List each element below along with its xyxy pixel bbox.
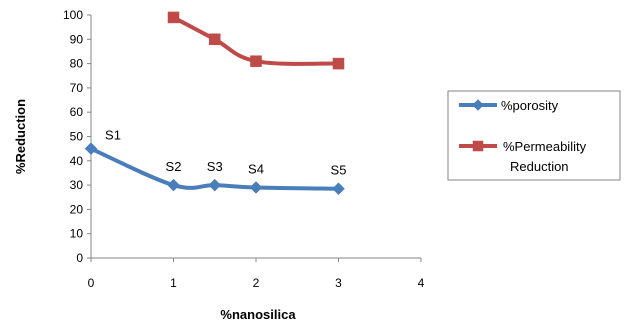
y-tick-label: 30 (70, 178, 84, 192)
tick-labels: 0 10 20 30 40 50 60 70 80 90 100 0 1 2 3 4 (63, 8, 425, 290)
y-tick-label: 70 (70, 81, 84, 95)
x-tick-label: 2 (253, 276, 260, 290)
y-tick-label: 0 (76, 251, 83, 265)
y-tick-label: 60 (70, 105, 84, 119)
axes (90, 15, 421, 259)
series-lines (84, 11, 345, 196)
x-tick-label: 4 (418, 276, 425, 290)
y-tick-label: 10 (70, 227, 84, 241)
y-tick-label: 20 (70, 202, 84, 216)
y-tick-label: 40 (70, 154, 84, 168)
square-marker (167, 11, 180, 24)
legend-diamond-marker (472, 99, 484, 111)
y-axis-title: %Reduction (13, 99, 28, 174)
x-tick-label: 0 (88, 276, 95, 290)
point-label: S5 (331, 163, 347, 178)
x-axis-title: %nanosilica (220, 307, 296, 322)
diamond-marker (167, 178, 180, 192)
x-tick-label: 3 (335, 276, 342, 290)
point-labels: S1 S2 S3 S4 S5 (105, 128, 346, 178)
point-label: S3 (207, 159, 223, 174)
legend-label: %porosity (501, 98, 559, 113)
diamond-marker (332, 182, 345, 196)
legend-square-marker (472, 140, 484, 152)
diamond-marker (208, 178, 222, 192)
y-tick-label: 90 (70, 32, 84, 46)
legend-label: %Permeability Reduction (503, 139, 587, 174)
legend-items: %porosity %Permeability Reduction (459, 98, 587, 174)
square-marker (250, 55, 262, 67)
diamond-marker (249, 181, 263, 194)
diamond-marker (84, 142, 98, 156)
y-tick-label: 50 (70, 130, 84, 144)
point-label: S1 (105, 128, 121, 143)
legend: %porosity %Permeability Reduction (447, 90, 621, 181)
square-marker (332, 57, 345, 70)
x-tick-label: 1 (170, 276, 177, 290)
y-tick-label: 100 (63, 8, 83, 22)
point-label: S2 (166, 159, 182, 174)
point-label: S4 (248, 162, 264, 177)
series-line (171, 15, 341, 66)
y-tick-label: 80 (70, 57, 84, 71)
square-marker (209, 33, 221, 46)
